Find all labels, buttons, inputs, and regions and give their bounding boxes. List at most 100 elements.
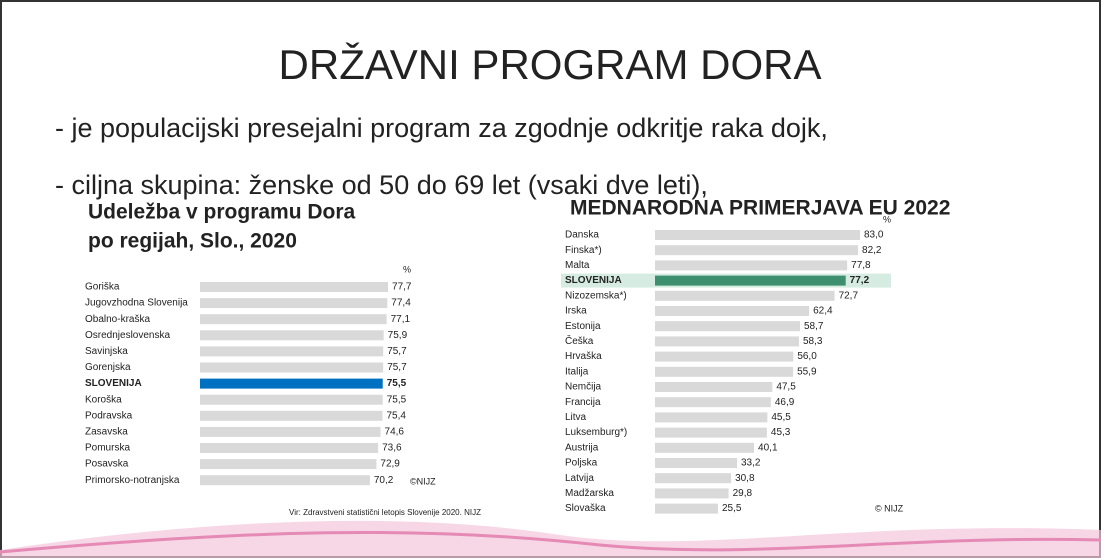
bar — [655, 428, 767, 438]
value-label: 75,7 — [387, 346, 407, 357]
bar — [655, 443, 754, 453]
category-label: Nizozemska*) — [565, 290, 627, 301]
bar — [200, 314, 387, 324]
value-label: 33,2 — [741, 458, 761, 469]
bar — [655, 276, 846, 286]
bar — [655, 458, 737, 468]
value-label: 75,7 — [387, 362, 407, 373]
category-label: SLOVENIJA — [85, 378, 142, 389]
category-label: Savinjska — [85, 346, 128, 357]
value-label: 75,5 — [387, 394, 407, 405]
category-label: Obalno-kraška — [85, 314, 150, 325]
bar — [200, 346, 383, 356]
bar — [655, 230, 860, 240]
category-label: Češka — [565, 334, 594, 347]
chart-title: po regijah, Slo., 2020 — [88, 230, 297, 253]
bar — [200, 427, 381, 437]
bar — [200, 443, 378, 453]
value-label: 30,8 — [735, 473, 755, 484]
copyright: ©NIJZ — [410, 476, 436, 486]
bar — [655, 260, 847, 270]
category-label: Irska — [565, 306, 587, 317]
bar — [655, 291, 835, 301]
bar — [655, 382, 772, 392]
bullet: - je populacijski presejalni program za … — [55, 113, 828, 143]
category-label: Italija — [565, 366, 589, 377]
bar — [655, 504, 718, 514]
category-label: Francija — [565, 397, 601, 408]
value-label: 72,9 — [380, 459, 400, 470]
bar — [200, 363, 383, 373]
value-label: 82,2 — [862, 245, 882, 256]
bar — [655, 397, 771, 407]
copyright: © NIJZ — [875, 503, 904, 513]
value-label: 75,9 — [388, 330, 408, 341]
unit-label: % — [403, 264, 411, 274]
category-label: Posavska — [85, 459, 129, 470]
value-label: 46,9 — [775, 397, 795, 408]
value-label: 45,5 — [771, 412, 791, 423]
value-label: 77,1 — [391, 314, 411, 325]
category-label: Malta — [565, 260, 590, 271]
value-label: 77,4 — [391, 298, 411, 309]
value-label: 47,5 — [776, 382, 796, 393]
chart-title: Udeležba v programu Dora — [88, 201, 356, 224]
category-label: Danska — [565, 230, 599, 241]
value-label: 77,2 — [850, 275, 870, 286]
slide-title: DRŽAVNI PROGRAM DORA — [279, 41, 822, 88]
value-label: 25,5 — [722, 503, 742, 514]
bar — [200, 379, 383, 389]
category-label: Jugovzhodna Slovenija — [85, 298, 188, 309]
category-label: SLOVENIJA — [565, 275, 622, 286]
category-label: Slovaška — [565, 503, 606, 514]
value-label: 40,1 — [758, 442, 778, 453]
category-label: Podravska — [85, 410, 133, 421]
bar — [655, 412, 767, 422]
bar — [655, 336, 799, 346]
value-label: 70,2 — [374, 475, 394, 486]
bar — [200, 330, 384, 340]
category-label: Finska*) — [565, 245, 602, 256]
bar — [200, 475, 370, 485]
bar — [200, 298, 387, 308]
bar — [655, 352, 793, 362]
bar — [200, 282, 388, 292]
slide: DRŽAVNI PROGRAM DORA - je populacijski p… — [0, 0, 1101, 558]
value-label: 75,5 — [387, 378, 407, 389]
category-label: Austrija — [565, 442, 599, 453]
category-label: Koroška — [85, 394, 122, 405]
bar — [655, 245, 858, 255]
value-label: 45,3 — [771, 427, 791, 438]
category-label: Nemčija — [565, 382, 602, 393]
category-label: Luksemburg*) — [565, 427, 627, 438]
value-label: 29,8 — [733, 488, 753, 499]
value-label: 58,3 — [803, 336, 823, 347]
bar — [655, 473, 731, 483]
value-label: 83,0 — [864, 230, 884, 241]
category-label: Osrednjeslovenska — [85, 330, 170, 341]
bar — [200, 411, 382, 421]
bar — [655, 306, 809, 316]
value-label: 58,7 — [804, 321, 824, 332]
chart-title: MEDNARODNA PRIMERJAVA EU 2022 — [570, 197, 950, 220]
unit-label: % — [883, 214, 891, 224]
source-note: Vir: Zdravstveni statistični letopis Slo… — [289, 508, 481, 517]
category-label: Pomurska — [85, 443, 130, 454]
value-label: 56,0 — [797, 351, 817, 362]
value-label: 72,7 — [839, 290, 859, 301]
bar — [655, 488, 729, 498]
value-label: 77,8 — [851, 260, 871, 271]
category-label: Gorenjska — [85, 362, 131, 373]
bar — [200, 459, 376, 469]
category-label: Hrvaška — [565, 351, 602, 362]
category-label: Litva — [565, 412, 587, 423]
value-label: 73,6 — [382, 443, 402, 454]
value-label: 77,7 — [392, 282, 412, 293]
value-label: 55,9 — [797, 366, 817, 377]
category-label: Poljska — [565, 458, 598, 469]
category-label: Estonija — [565, 321, 601, 332]
bar — [655, 367, 793, 377]
category-label: Latvija — [565, 473, 594, 484]
category-label: Madžarska — [565, 488, 614, 499]
value-label: 62,4 — [813, 306, 833, 317]
